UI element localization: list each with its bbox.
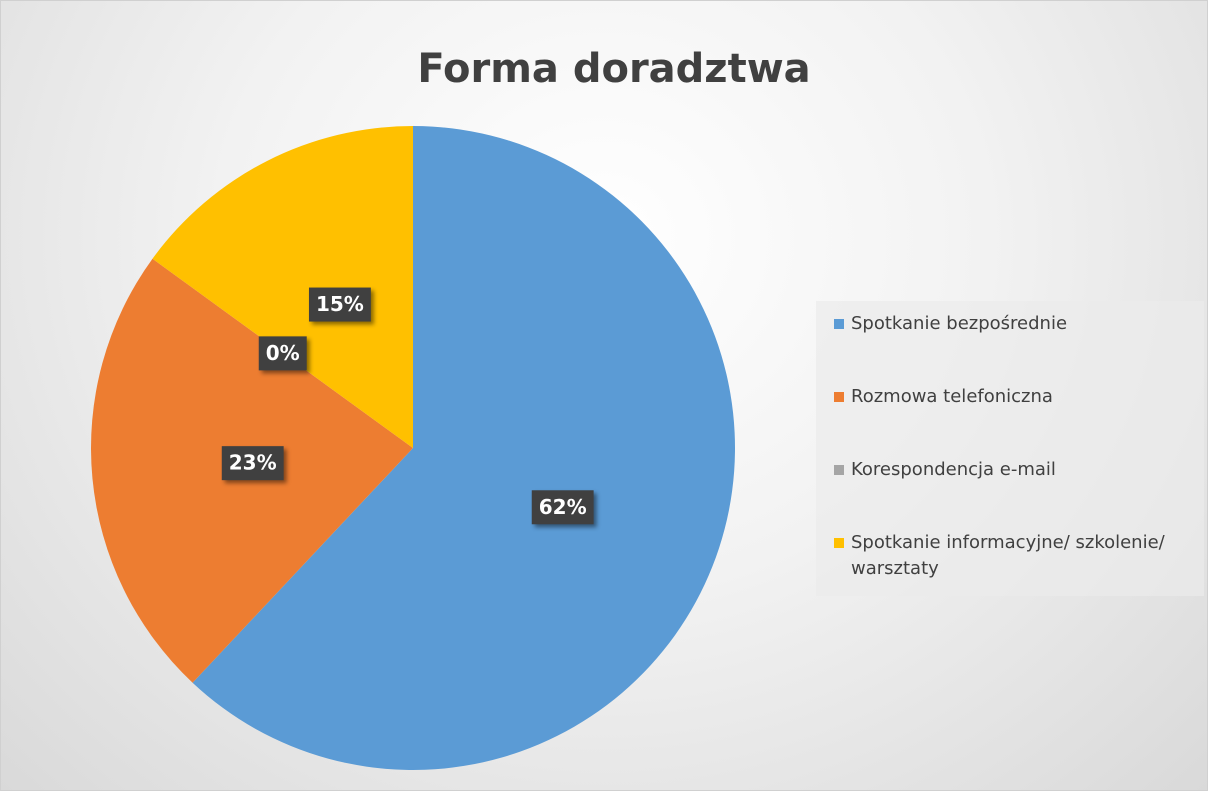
legend: Spotkanie bezpośrednie Rozmowa telefonicz… xyxy=(816,301,1204,596)
data-label-text: 15% xyxy=(316,292,364,316)
legend-swatch xyxy=(834,319,844,329)
data-label: 15% xyxy=(308,287,371,322)
pie-slice xyxy=(152,126,413,448)
chart-title: Forma doradztwa xyxy=(417,46,810,92)
data-label-box xyxy=(531,490,594,525)
data-label: 62% xyxy=(531,490,594,525)
legend-swatch xyxy=(834,392,844,402)
legend-swatch xyxy=(834,465,844,475)
legend-item: Korespondencja e-mail xyxy=(834,457,1191,483)
legend-item: Rozmowa telefoniczna xyxy=(834,384,1191,410)
data-label-box xyxy=(308,287,371,322)
data-label-text: 23% xyxy=(229,451,277,475)
data-label-box xyxy=(258,336,307,371)
data-label: 23% xyxy=(221,446,284,481)
data-label: 0% xyxy=(258,336,307,371)
legend-label: Spotkanie informacyjne/ szkolenie/ warsz… xyxy=(851,532,1165,579)
data-label-text: 0% xyxy=(266,341,300,365)
data-label-text: 62% xyxy=(539,495,587,519)
pie-slice xyxy=(192,126,735,770)
legend-label: Spotkanie bezpośrednie xyxy=(851,313,1068,334)
legend-label: Korespondencja e-mail xyxy=(851,459,1056,480)
legend-item: Spotkanie informacyjne/ szkolenie/ warsz… xyxy=(834,530,1191,582)
data-label-box xyxy=(221,446,284,481)
legend-item: Spotkanie bezpośrednie xyxy=(834,311,1191,337)
legend-swatch xyxy=(834,538,844,548)
legend-label: Rozmowa telefoniczna xyxy=(851,386,1053,407)
